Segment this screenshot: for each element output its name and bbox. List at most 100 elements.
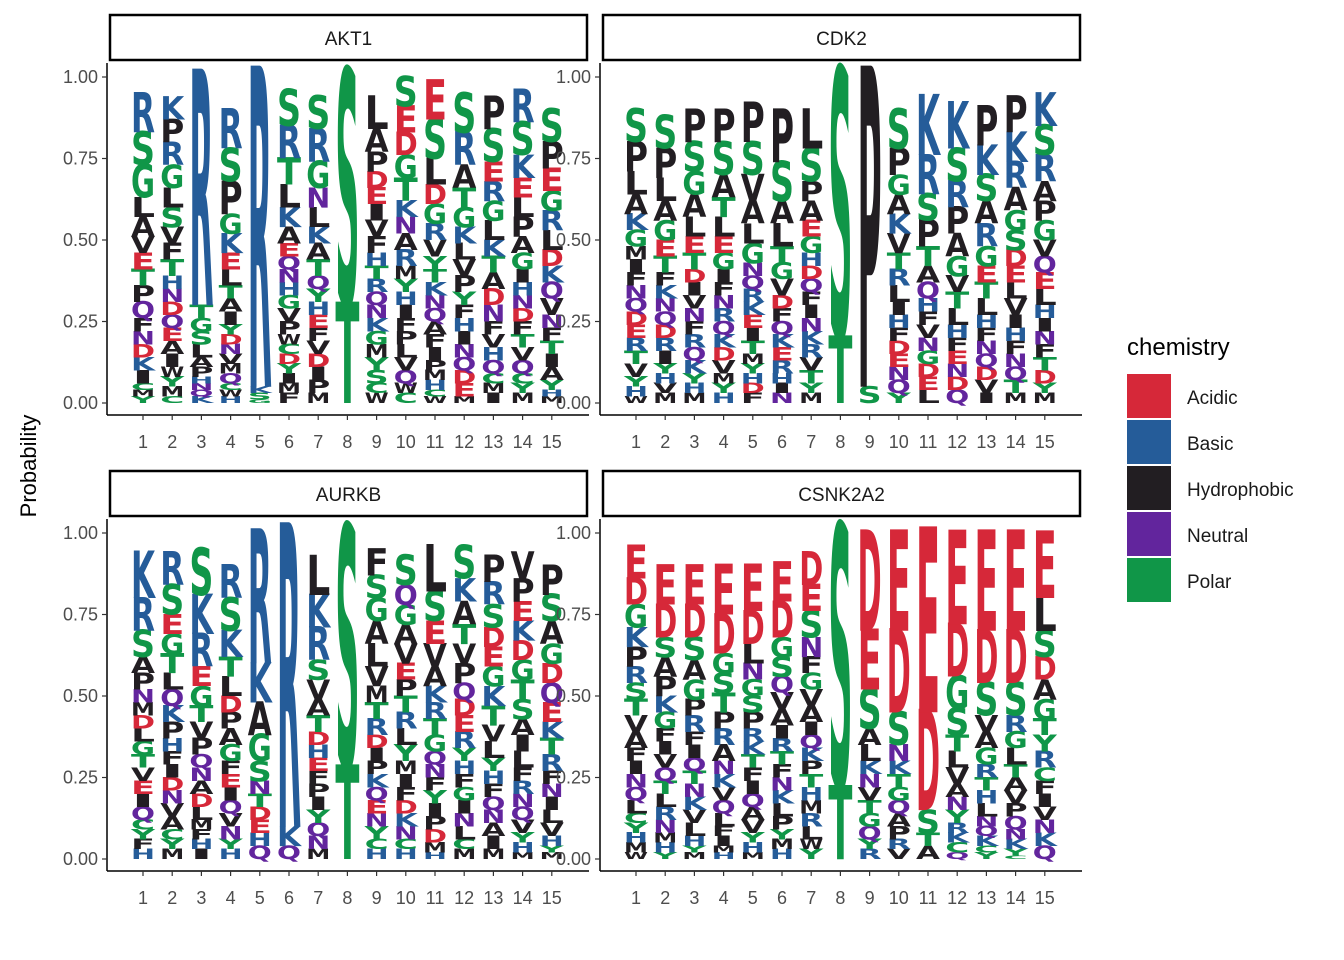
logo-letter-P: P <box>858 0 882 491</box>
logo-letter-G: G <box>189 681 213 713</box>
logo-letter-S: S <box>219 139 243 193</box>
x-tick-label: 3 <box>196 432 206 452</box>
logo-letter-A: A <box>682 655 707 687</box>
logo-letter-N: N <box>394 212 418 239</box>
logo-letter-T: T <box>974 774 998 795</box>
logo-letter-D: D <box>682 595 706 649</box>
logo-letter-N: N <box>770 774 794 795</box>
logo-letter-V: V <box>160 222 184 249</box>
logo-letter-H: H <box>365 846 389 862</box>
x-tick-label: 3 <box>196 888 206 908</box>
logo-letter-H: H <box>624 830 648 846</box>
x-tick-label: 2 <box>167 888 177 908</box>
logo-letter-R: R <box>945 820 969 836</box>
logo-letter-H: H <box>540 388 564 399</box>
logo-letter-Q: Q <box>540 277 564 304</box>
logo-letter-Y: Y <box>451 289 478 310</box>
logo-letter-G: G <box>916 348 940 369</box>
logo-letter-G: G <box>974 241 998 273</box>
legend-key-polar <box>1127 558 1171 602</box>
logo-letter-K: K <box>131 354 157 375</box>
logo-letter-Q: Q <box>945 850 969 861</box>
logo-letter-V: V <box>945 271 969 298</box>
y-tick-label: 0.00 <box>556 393 591 413</box>
logo-letter-P: P <box>1033 195 1057 227</box>
logo-letter-Q: Q <box>423 748 447 769</box>
logo-letter-L: L <box>741 638 765 670</box>
logo-letter-C: C <box>160 826 184 842</box>
logo-letter-V: V <box>511 545 535 588</box>
logo-letter-D: D <box>365 732 389 753</box>
logo-letter-N: N <box>452 341 476 362</box>
logo-letter-D: D <box>452 694 476 721</box>
logo-letter-G: G <box>394 148 418 186</box>
logo-letter-P: P <box>770 813 794 834</box>
logo-letter-F: F <box>1033 777 1057 798</box>
logo-letter-H: H <box>481 768 505 789</box>
logo-letter-A: A <box>189 777 214 798</box>
logo-letter-D: D <box>131 712 155 733</box>
logo-letter-W: W <box>799 836 823 852</box>
logo-letter-H: H <box>799 250 823 271</box>
x-tick-label: 2 <box>660 432 670 452</box>
logo-letter-K: K <box>653 282 679 303</box>
logo-letter-Y: Y <box>480 755 507 776</box>
logo-letter-K: K <box>945 830 970 846</box>
logo-letter-E: E <box>160 609 184 641</box>
logo-letter-P: P <box>974 94 998 159</box>
logo-letter-N: N <box>277 266 301 287</box>
logo-letter-A: A <box>799 701 823 728</box>
logo-letter-R: R <box>481 176 505 208</box>
logo-letter-A: A <box>394 619 419 651</box>
logo-letter-E: E <box>394 658 418 685</box>
logo-letter-Q: Q <box>481 794 505 815</box>
logo-letter-C: C <box>481 370 505 386</box>
x-tick-label: 9 <box>372 432 382 452</box>
logo-letter-N: N <box>945 794 969 815</box>
logo-letter-I: I <box>1004 312 1028 333</box>
logo-letter-P: P <box>306 781 330 802</box>
logo-letter-H: H <box>160 735 184 756</box>
logo-letter-V: V <box>481 331 506 352</box>
x-tick-label: 6 <box>284 432 294 452</box>
logo-letter-Y: Y <box>944 807 971 828</box>
logo-letter-F: F <box>887 325 911 346</box>
logo-letter-A: A <box>858 723 882 750</box>
logo-letter-F: F <box>770 761 794 782</box>
logo-letter-Q: Q <box>974 823 998 839</box>
logo-letter-G: G <box>365 591 389 629</box>
logo-letter-G: G <box>799 668 823 695</box>
x-tick-label: 5 <box>255 888 265 908</box>
logo-letter-H: H <box>974 312 998 333</box>
logo-letter-I: I <box>365 199 389 226</box>
logo-letter-D: D <box>540 658 564 690</box>
logo-letter-T: T <box>219 282 243 303</box>
logo-letter-R: R <box>540 749 564 776</box>
facet-strip-label: AKT1 <box>325 29 373 50</box>
logo-letter-S: S <box>653 107 677 161</box>
logo-letter-F: F <box>945 335 969 356</box>
logo-letter-R: R <box>189 5 213 382</box>
logo-letter-E: E <box>511 173 535 205</box>
logo-letter-N: N <box>481 300 505 327</box>
logo-letter-T: T <box>945 287 969 314</box>
logo-letter-R: R <box>1004 710 1028 737</box>
logo-letter-D: D <box>248 804 272 825</box>
logo-letter-I: I <box>160 761 184 782</box>
logo-letter-L: L <box>1004 743 1028 770</box>
logo-letter-D: D <box>277 351 301 367</box>
logo-letter-G: G <box>741 238 765 270</box>
logo-letter-G: G <box>540 638 564 670</box>
logo-letter-K: K <box>365 315 391 336</box>
logo-letter-T: T <box>131 264 155 291</box>
logo-letter-N: N <box>858 771 882 792</box>
logo-letter-V: V <box>394 638 419 670</box>
logo-letter-Y: Y <box>363 354 390 375</box>
logo-letter-A: A <box>452 158 476 196</box>
logo-letter-I: I <box>741 777 765 798</box>
logo-letter-L: L <box>1033 284 1057 311</box>
logo-letter-T: T <box>712 687 737 719</box>
logo-letter-Y: Y <box>739 830 766 846</box>
logo-letter-F: F <box>131 315 155 336</box>
logo-letter-A: A <box>511 231 535 258</box>
